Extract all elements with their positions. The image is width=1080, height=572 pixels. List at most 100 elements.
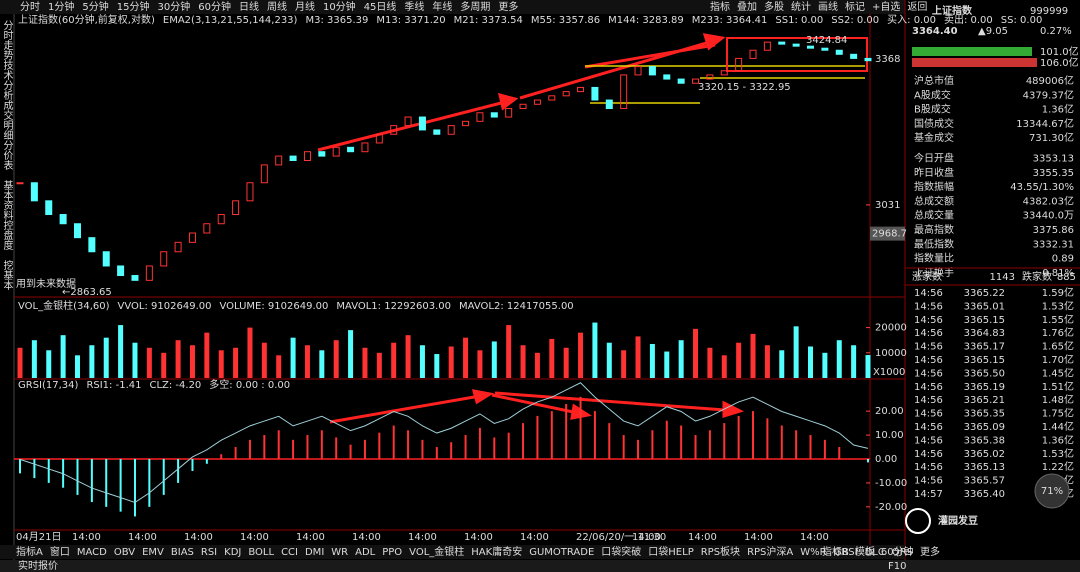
indicator-tab[interactable]: RPS板块 (701, 545, 740, 558)
x-tick-label: 14:00 (128, 532, 157, 543)
indicator-tab[interactable]: DMI (305, 547, 324, 558)
side-tab[interactable]: 分价表 (1, 140, 13, 171)
volume-bar (405, 335, 411, 378)
tick-time: 14:56 (914, 315, 943, 326)
stat-label: 指数振幅 (914, 180, 954, 193)
candle (16, 182, 24, 185)
indicator-tab[interactable]: PPO (382, 547, 402, 558)
tool-button[interactable]: 返回 (907, 1, 927, 13)
candle (763, 41, 771, 51)
candle (160, 251, 168, 267)
indicator-tab[interactable]: 指标B (822, 545, 849, 558)
advance-value: 1143 (990, 272, 1015, 283)
tool-button[interactable]: +自选 (872, 0, 900, 13)
period-tab[interactable]: 更多 (498, 0, 518, 13)
period-tab[interactable]: 年线 (432, 0, 452, 13)
period-tab[interactable]: 1分钟 (48, 0, 74, 13)
indicator-tab[interactable]: ADL (355, 547, 376, 558)
candle (131, 275, 139, 281)
period-tab[interactable]: 45日线 (364, 0, 397, 13)
period-tab[interactable]: 月线 (295, 0, 315, 13)
tick-time: 14:56 (914, 449, 943, 460)
volume-bar (304, 345, 310, 378)
volume-bar (664, 351, 670, 378)
indicator-tab[interactable]: MACD (77, 547, 107, 558)
tool-button[interactable]: 画线 (818, 0, 838, 13)
indicator-tab[interactable]: VOL_金银柱 (409, 545, 464, 558)
period-tab[interactable]: 60分钟 (198, 0, 231, 13)
indicator-tab[interactable]: 指标A (16, 545, 43, 558)
indicator-tab[interactable]: 60分钟 (881, 545, 914, 558)
f10-button[interactable]: F10 (888, 561, 906, 572)
indicator-tab[interactable]: CCI (281, 547, 298, 558)
indicator-value: MAVOL2: 12417055.00 (459, 301, 574, 312)
stat-value: 3353.13 (1033, 154, 1074, 165)
period-tab[interactable]: 季线 (404, 0, 424, 13)
period-tab[interactable]: 5分钟 (82, 0, 108, 13)
tick-time: 14:56 (914, 395, 943, 406)
tool-button[interactable]: 多股 (764, 0, 784, 13)
volume-bar (146, 347, 152, 378)
stat-value: 1.36亿 (1042, 103, 1074, 116)
volume-bar (261, 342, 267, 378)
indicator-tab[interactable]: 更多 (920, 545, 940, 558)
candle (562, 91, 570, 97)
indicator-tab[interactable]: BOLL (248, 547, 274, 558)
period-tab[interactable]: 10分钟 (323, 0, 356, 13)
candle (462, 120, 470, 127)
tick-price: 3365.15 (964, 315, 1005, 326)
indicator-tab[interactable]: GUMOTRADE (529, 547, 594, 558)
indicator-value: 买入: 0.00 (887, 14, 936, 26)
volume-bar (74, 355, 80, 378)
side-tab[interactable]: 挖基本 (1, 259, 13, 291)
quote-change: ▲9.05 (978, 26, 1008, 37)
indicator-tab[interactable]: KDJ (224, 547, 241, 558)
tool-button[interactable]: 指标 (710, 0, 730, 13)
side-tab[interactable]: 分时走势 (1, 20, 13, 61)
rsi-bar (205, 459, 208, 464)
pane-title: GRSI(17,34) (18, 380, 79, 391)
indicator-tab[interactable]: 口袋HELP (648, 545, 693, 558)
indicator-tab[interactable]: 模板 (855, 545, 875, 558)
rsi-bar (780, 425, 783, 459)
indicator-tab[interactable]: DLC (865, 547, 885, 558)
period-tab[interactable]: 分时 (20, 1, 40, 13)
volume-bar (17, 347, 23, 378)
tick-volume: 1.53亿 (1042, 447, 1074, 460)
side-tab[interactable]: 基本资料 (1, 179, 13, 221)
indicator-tab[interactable]: WR (331, 547, 348, 558)
candle (850, 53, 858, 59)
indicator-tab[interactable]: EMV (142, 547, 164, 558)
tool-button[interactable]: 叠加 (737, 1, 757, 13)
tick-time: 14:56 (914, 301, 943, 312)
indicator-tab[interactable]: RSI (201, 547, 217, 558)
indicator-tab[interactable]: OBV (114, 547, 135, 558)
volume-bar (563, 347, 569, 378)
volume-bar (132, 342, 138, 378)
indicator-tab[interactable]: RPS沪深A (747, 545, 793, 558)
tick-volume: 1.70亿 (1042, 353, 1074, 366)
tool-button[interactable]: 标记 (845, 1, 865, 13)
tick-price: 3365.13 (964, 462, 1005, 473)
indicator-tab[interactable]: W%R (800, 547, 826, 558)
indicator-value: SS: 0.00 (1001, 15, 1043, 26)
indicator-tab[interactable]: 窗口 (50, 545, 70, 558)
volume-bar (204, 332, 210, 378)
period-tab[interactable]: 15分钟 (117, 0, 150, 13)
period-tab[interactable]: 30分钟 (157, 0, 190, 13)
period-tab[interactable]: 日线 (239, 0, 259, 13)
period-tab[interactable]: 多周期 (460, 0, 490, 13)
indicator-tab[interactable]: GRSI (834, 547, 858, 558)
side-tab[interactable]: 技术分析 (1, 59, 13, 101)
indicator-tab[interactable]: QRS (892, 547, 913, 558)
indicator-tab[interactable]: HAK庸奇安 (471, 545, 522, 558)
tick-time: 14:56 (914, 462, 943, 473)
period-tab[interactable]: 周线 (267, 0, 287, 13)
indicator-tab[interactable]: 口袋突破 (601, 545, 641, 558)
indicator-tab[interactable]: BIAS (171, 547, 194, 558)
tick-price: 3365.17 (964, 342, 1005, 353)
tick-time: 14:56 (914, 288, 943, 299)
side-tab[interactable]: 控盘度 (1, 219, 13, 251)
side-tab[interactable]: 成交明细 (1, 100, 13, 140)
tool-button[interactable]: 统计 (791, 0, 811, 13)
